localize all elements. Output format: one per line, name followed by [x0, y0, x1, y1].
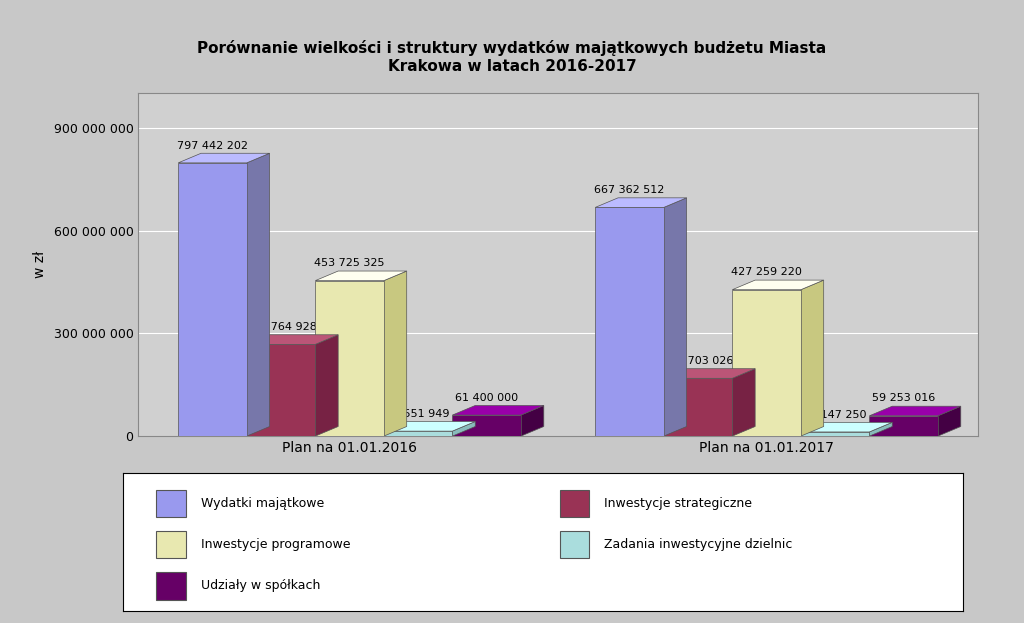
Bar — [732, 290, 801, 436]
Text: Zadania inwestycyjne dzielnic: Zadania inwestycyjne dzielnic — [604, 538, 793, 551]
Text: Udziały w spółkach: Udziały w spółkach — [201, 579, 321, 592]
Polygon shape — [595, 198, 687, 207]
FancyBboxPatch shape — [559, 490, 589, 517]
Polygon shape — [732, 369, 755, 436]
Text: 667 362 512: 667 362 512 — [594, 185, 665, 195]
Bar — [247, 345, 315, 436]
Text: 168 703 026: 168 703 026 — [663, 356, 733, 366]
Polygon shape — [453, 406, 544, 415]
FancyBboxPatch shape — [559, 531, 589, 558]
Text: 59 253 016: 59 253 016 — [872, 394, 935, 404]
Polygon shape — [315, 271, 407, 280]
Polygon shape — [521, 406, 544, 436]
FancyBboxPatch shape — [157, 531, 186, 558]
Text: Inwestycje programowe: Inwestycje programowe — [201, 538, 350, 551]
Bar — [178, 163, 247, 436]
Text: 61 400 000: 61 400 000 — [455, 392, 518, 402]
Polygon shape — [247, 153, 269, 436]
Text: 797 442 202: 797 442 202 — [177, 141, 248, 151]
Bar — [315, 280, 384, 436]
Text: 453 725 325: 453 725 325 — [314, 259, 385, 269]
Polygon shape — [869, 406, 961, 416]
Polygon shape — [315, 335, 338, 436]
Polygon shape — [869, 422, 892, 436]
Text: 12 147 250: 12 147 250 — [804, 409, 867, 420]
Text: 14 551 949: 14 551 949 — [386, 409, 450, 419]
Bar — [664, 378, 732, 436]
Polygon shape — [664, 369, 755, 378]
Polygon shape — [384, 271, 407, 436]
Polygon shape — [664, 198, 687, 436]
Text: Wydatki majątkowe: Wydatki majątkowe — [201, 497, 325, 510]
FancyBboxPatch shape — [157, 490, 186, 517]
Polygon shape — [938, 406, 961, 436]
Bar — [453, 415, 521, 436]
Y-axis label: w zł: w zł — [33, 251, 46, 278]
Polygon shape — [178, 153, 269, 163]
Text: 267 764 928: 267 764 928 — [246, 322, 316, 332]
Polygon shape — [801, 280, 823, 436]
Bar — [869, 416, 938, 436]
Bar — [384, 431, 453, 436]
Polygon shape — [384, 422, 475, 431]
Bar — [801, 432, 869, 436]
Text: 427 259 220: 427 259 220 — [731, 267, 802, 277]
Polygon shape — [801, 422, 892, 432]
FancyBboxPatch shape — [157, 572, 186, 599]
Bar — [595, 207, 664, 436]
Polygon shape — [247, 335, 338, 345]
Text: Porównanie wielkości i struktury wydatków majątkowych budżetu Miasta
Krakowa w l: Porównanie wielkości i struktury wydatkó… — [198, 40, 826, 74]
Text: Inwestycje strategiczne: Inwestycje strategiczne — [604, 497, 752, 510]
Polygon shape — [453, 422, 475, 436]
Polygon shape — [732, 280, 823, 290]
